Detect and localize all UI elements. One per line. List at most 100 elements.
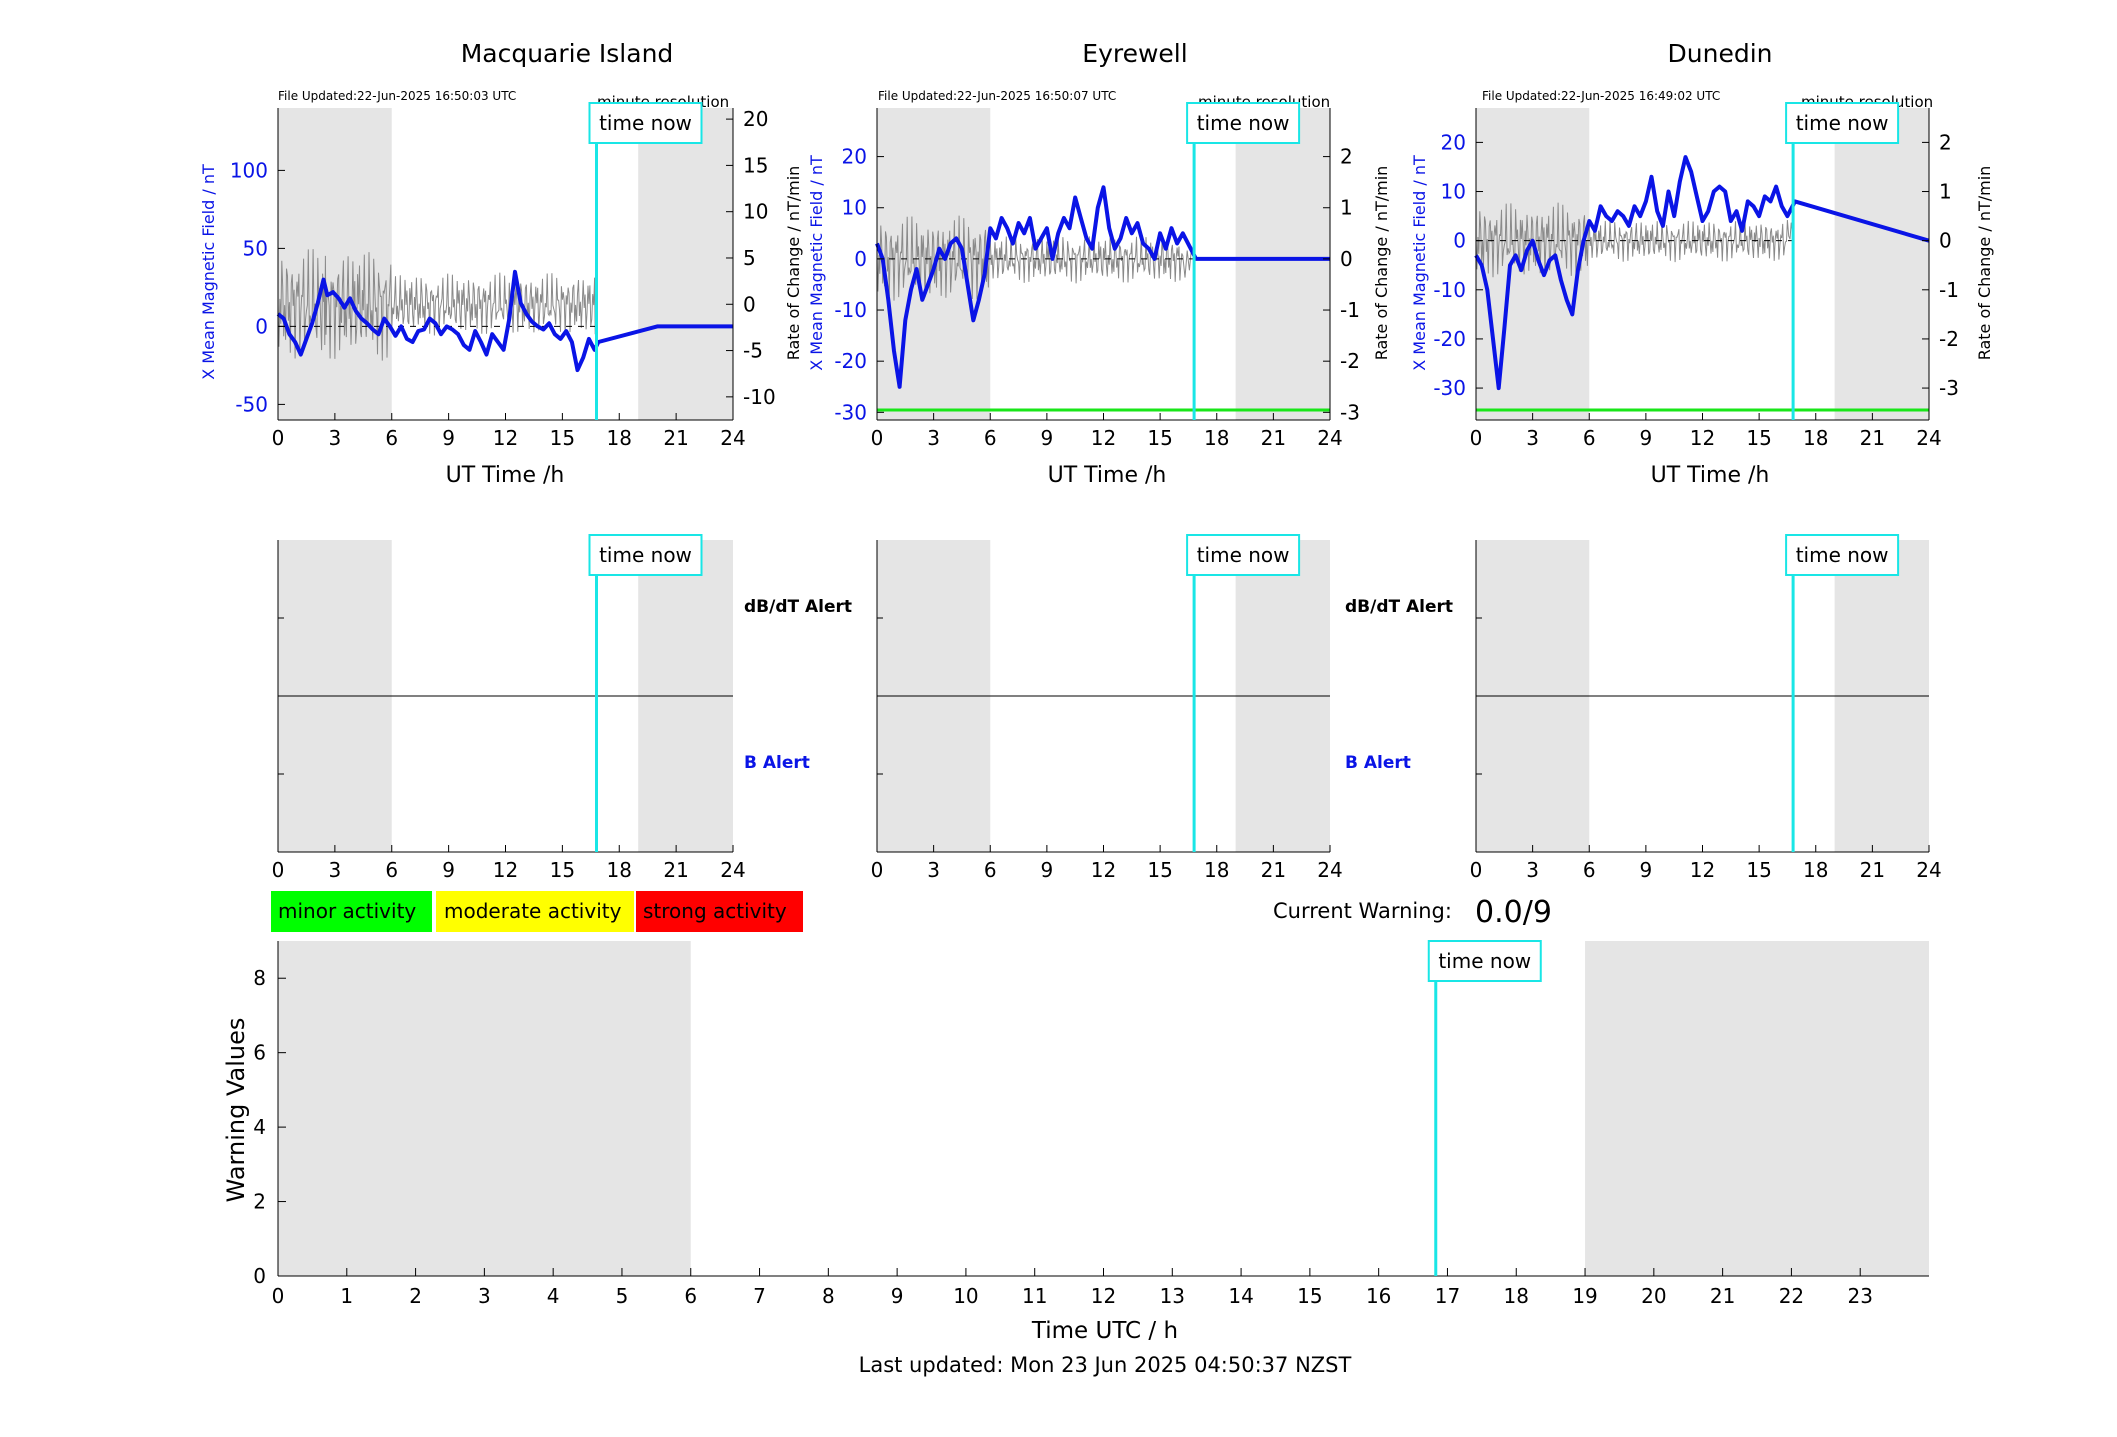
- warning-x-tick-label: 12: [1091, 1284, 1116, 1308]
- night-shade: [1585, 941, 1929, 1276]
- warning-x-tick-label: 10: [953, 1284, 978, 1308]
- x-axis-label: UT Time /h: [1048, 463, 1167, 488]
- time-now-box: [588, 534, 703, 576]
- b-alert-label-macquarie: B Alert: [744, 753, 810, 773]
- night-shade: [278, 108, 392, 420]
- alert-x-tick-label: 9: [1640, 858, 1653, 882]
- alert-panels: 0 3 6 9 12 15 18 21 24 time now 0 3 6 9 12 15 18 21 24 time…: [272, 534, 1942, 882]
- time-now-box: [1785, 102, 1900, 144]
- warning-x-tick-label: 18: [1504, 1284, 1529, 1308]
- y-right-tick-label: 2: [1939, 130, 1952, 154]
- rate-of-change-line: [876, 215, 1195, 301]
- alert-x-tick-label: 21: [1860, 858, 1885, 882]
- warning-y-tick-label: 8: [253, 966, 266, 990]
- warning-x-tick-label: 19: [1572, 1284, 1597, 1308]
- y-right-tick-label: 0: [1939, 229, 1952, 253]
- alert-x-tick-label: 9: [1041, 858, 1054, 882]
- warning-x-tick-label: 13: [1160, 1284, 1185, 1308]
- warning-x-tick-label: 20: [1641, 1284, 1666, 1308]
- alert-x-tick-label: 21: [1261, 858, 1286, 882]
- warning-x-tick-label: 8: [822, 1284, 835, 1308]
- x-tick-label: 9: [1041, 426, 1054, 450]
- y-right-tick-label: 2: [1340, 145, 1353, 169]
- alert-x-tick-label: 12: [1091, 858, 1116, 882]
- warning-values-plot: 0 1 2 3 4 5 6 7 8 9 10 11 12 13 14 15 16 17 18 19 20 21 22 2302…: [253, 941, 1929, 1308]
- time-now-label: time now: [599, 111, 692, 135]
- y-right-tick-label: 1: [1939, 180, 1952, 204]
- alert-x-tick-label: 24: [1916, 858, 1941, 882]
- y-axis-label-left: X Mean Magnetic Field / nT: [199, 164, 218, 380]
- time-now-label: time now: [1197, 111, 1290, 135]
- night-shade: [1834, 108, 1929, 420]
- warning-x-tick-label: 14: [1228, 1284, 1253, 1308]
- y-tick-label: -10: [834, 298, 867, 322]
- x-tick-label: 12: [1690, 426, 1715, 450]
- x-tick-label: 24: [1317, 426, 1342, 450]
- alert-x-tick-label: 15: [550, 858, 575, 882]
- x-tick-label: 9: [442, 426, 455, 450]
- rate-of-change-line: [1475, 202, 1793, 278]
- alert-x-tick-label: 21: [663, 858, 688, 882]
- rate-of-change-line: [277, 249, 597, 361]
- alert-x-tick-label: 12: [493, 858, 518, 882]
- warning-x-axis-label: Time UTC / h: [1031, 1318, 1178, 1344]
- time-now-box: [1785, 534, 1900, 576]
- x-tick-label: 3: [329, 426, 342, 450]
- night-shade: [638, 108, 733, 420]
- y-right-tick-label: -3: [1340, 400, 1360, 424]
- y-tick-label: -20: [834, 349, 867, 373]
- warning-y-tick-label: 2: [253, 1190, 266, 1214]
- time-now-marker: time now: [1785, 102, 1900, 420]
- alert-x-tick-label: 0: [871, 858, 884, 882]
- y-tick-label: 100: [230, 158, 268, 182]
- alert-x-tick-label: 18: [1204, 858, 1229, 882]
- station-title: Eyrewell: [1082, 39, 1187, 68]
- y-tick-label: -20: [1433, 327, 1466, 351]
- warning-x-tick-label: 22: [1779, 1284, 1804, 1308]
- legend-moderate-label: moderate activity: [444, 899, 622, 923]
- alert-x-tick-label: 18: [1803, 858, 1828, 882]
- x-tick-label: 0: [1470, 426, 1483, 450]
- x-tick-label: 21: [1860, 426, 1885, 450]
- time-now-label: time now: [1438, 949, 1531, 973]
- x-tick-label: 6: [385, 426, 398, 450]
- y-tick-label: 10: [1441, 180, 1466, 204]
- y-tick-label: 20: [1441, 130, 1466, 154]
- y-tick-label: -10: [1433, 278, 1466, 302]
- dbdt-alert-label-eyrewell: dB/dT Alert: [1345, 597, 1453, 617]
- warning-x-tick-label: 11: [1022, 1284, 1047, 1308]
- magnetic-field-line: [276, 269, 733, 373]
- warning-y-tick-label: 4: [253, 1115, 266, 1139]
- y-axis-label-left: X Mean Magnetic Field / nT: [807, 155, 826, 371]
- alert-x-tick-label: 24: [720, 858, 745, 882]
- station-title: Macquarie Island: [461, 39, 674, 68]
- warning-x-tick-label: 17: [1435, 1284, 1460, 1308]
- magnetic-field-line: [1474, 155, 1930, 391]
- warning-x-tick-label: 15: [1297, 1284, 1322, 1308]
- x-tick-label: 3: [927, 426, 940, 450]
- x-tick-label: 18: [607, 426, 632, 450]
- warning-x-tick-label: 0: [272, 1284, 285, 1308]
- alert-x-tick-label: 0: [272, 858, 285, 882]
- x-tick-label: 24: [720, 426, 745, 450]
- x-axis-label: UT Time /h: [446, 463, 565, 488]
- alert-x-tick-label: 15: [1746, 858, 1771, 882]
- warning-y-axis-label: Warning Values: [222, 1018, 250, 1203]
- y-tick-label: -50: [235, 392, 268, 416]
- warning-x-tick-label: 21: [1710, 1284, 1735, 1308]
- alert-x-tick-label: 9: [442, 858, 455, 882]
- alert-x-tick-label: 3: [329, 858, 342, 882]
- y-right-tick-label: 15: [743, 153, 768, 177]
- time-now-box: [588, 102, 703, 144]
- file-updated-text: File Updated:22-Jun-2025 16:50:03 UTC: [278, 89, 516, 103]
- y-axis-label-right: Rate of Change / nT/min: [1975, 166, 1994, 361]
- file-updated-text: File Updated:22-Jun-2025 16:49:02 UTC: [1482, 89, 1720, 103]
- warning-x-tick-label: 7: [753, 1284, 766, 1308]
- y-right-tick-label: 0: [1340, 247, 1353, 271]
- y-right-tick-label: -2: [1939, 327, 1959, 351]
- warning-x-tick-label: 9: [891, 1284, 904, 1308]
- time-now-marker: time now: [1427, 940, 1542, 1276]
- time-now-box: [1186, 102, 1301, 144]
